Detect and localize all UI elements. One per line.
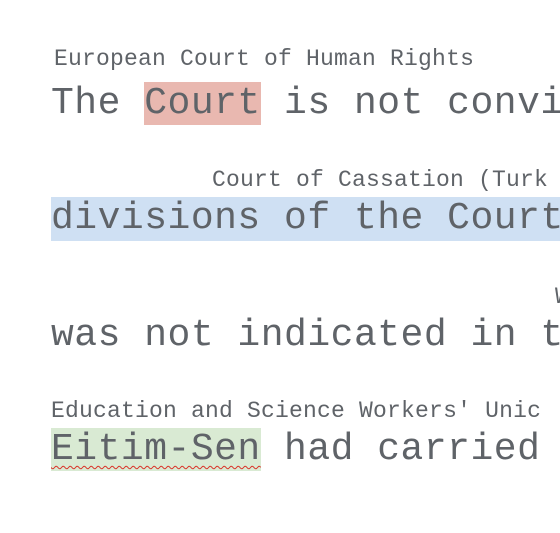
- text-after: had carried: [260, 428, 541, 471]
- entity-label-echr: European Court of Human Rights: [54, 46, 475, 72]
- entity-highlight-divisions[interactable]: divisions of the Court: [51, 197, 560, 240]
- entity-label-partial: W: [555, 284, 560, 310]
- text-after: is not convi: [260, 82, 560, 125]
- entity-label-union: Education and Science Workers' Unic: [51, 398, 542, 424]
- sentence-line-4: Eitim-Sen had carried: [51, 428, 540, 472]
- sentence-line-3: was not indicated in t: [51, 314, 560, 357]
- sentence-line-1: The Court is not convi: [51, 82, 560, 126]
- sentence-line-2: divisions of the Court: [51, 197, 560, 241]
- text-before: The: [51, 82, 145, 125]
- entity-label-court-of-cassation: Court of Cassation (Turk: [212, 167, 549, 193]
- entity-highlight-eitim-sen[interactable]: Eitim-Sen: [51, 428, 261, 471]
- entity-highlight-court[interactable]: Court: [144, 82, 261, 125]
- entity-highlight-band: [51, 197, 560, 241]
